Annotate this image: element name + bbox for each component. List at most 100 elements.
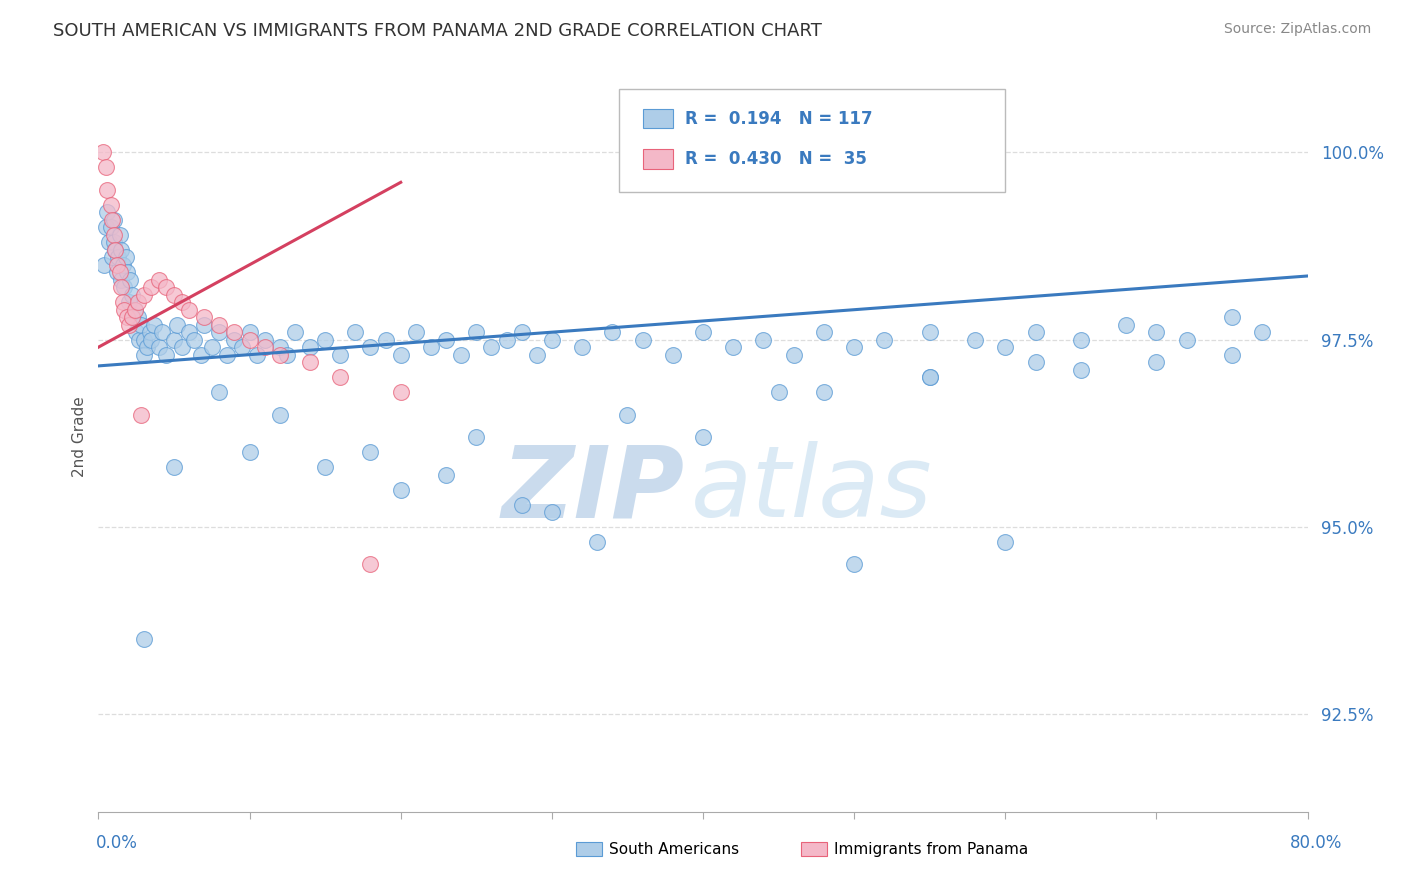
Point bbox=[692, 430, 714, 444]
Point bbox=[269, 348, 291, 362]
Point bbox=[141, 333, 163, 347]
Point bbox=[269, 408, 291, 422]
Point bbox=[132, 348, 155, 362]
Point bbox=[91, 145, 114, 160]
Text: Immigrants from Panama: Immigrants from Panama bbox=[834, 842, 1028, 856]
Point bbox=[111, 258, 134, 272]
Point bbox=[344, 325, 367, 339]
Point bbox=[94, 161, 117, 175]
Point bbox=[723, 340, 745, 354]
Point bbox=[1220, 348, 1243, 362]
Point bbox=[239, 333, 262, 347]
Point bbox=[201, 340, 224, 354]
Point bbox=[1024, 355, 1046, 369]
Point bbox=[1070, 362, 1092, 376]
Point bbox=[93, 258, 115, 272]
Point bbox=[193, 310, 215, 325]
Point bbox=[100, 198, 122, 212]
Point bbox=[224, 333, 246, 347]
Point bbox=[965, 333, 987, 347]
Point bbox=[1146, 325, 1168, 339]
Text: R =  0.194   N = 117: R = 0.194 N = 117 bbox=[685, 110, 872, 128]
Point bbox=[100, 220, 122, 235]
Point bbox=[692, 325, 714, 339]
Point bbox=[299, 355, 322, 369]
Point bbox=[125, 325, 148, 339]
Point bbox=[163, 287, 186, 301]
Point bbox=[510, 498, 533, 512]
Point bbox=[540, 505, 562, 519]
Point bbox=[96, 205, 118, 219]
Point bbox=[246, 348, 269, 362]
Point bbox=[135, 340, 157, 354]
Point bbox=[98, 235, 121, 250]
Point bbox=[314, 460, 336, 475]
Point bbox=[108, 265, 131, 279]
Point bbox=[110, 280, 132, 294]
Text: South Americans: South Americans bbox=[609, 842, 740, 856]
Point bbox=[170, 340, 193, 354]
Point bbox=[208, 318, 231, 332]
Point bbox=[329, 370, 352, 384]
Point bbox=[540, 333, 562, 347]
Point bbox=[179, 325, 201, 339]
Point bbox=[179, 302, 201, 317]
Point bbox=[314, 333, 336, 347]
Point bbox=[115, 265, 138, 279]
Point bbox=[844, 340, 866, 354]
Point bbox=[526, 348, 548, 362]
Point bbox=[284, 325, 307, 339]
Point bbox=[276, 348, 298, 362]
Point bbox=[132, 287, 155, 301]
Text: SOUTH AMERICAN VS IMMIGRANTS FROM PANAMA 2ND GRADE CORRELATION CHART: SOUTH AMERICAN VS IMMIGRANTS FROM PANAMA… bbox=[53, 22, 823, 40]
Point bbox=[495, 333, 517, 347]
Point bbox=[103, 235, 125, 250]
Point bbox=[224, 325, 246, 339]
Point bbox=[118, 295, 141, 310]
Point bbox=[481, 340, 503, 354]
Point bbox=[150, 325, 173, 339]
Point bbox=[253, 340, 276, 354]
Point bbox=[183, 333, 205, 347]
Point bbox=[122, 310, 145, 325]
Point bbox=[405, 325, 427, 339]
Point bbox=[360, 558, 382, 572]
Point bbox=[163, 333, 186, 347]
Point bbox=[112, 280, 135, 294]
Point bbox=[166, 318, 188, 332]
Point bbox=[269, 340, 291, 354]
Point bbox=[101, 212, 124, 227]
Point bbox=[434, 467, 457, 482]
Point bbox=[299, 340, 322, 354]
Point bbox=[129, 318, 152, 332]
Point bbox=[215, 348, 238, 362]
Point bbox=[143, 318, 166, 332]
Point bbox=[121, 287, 143, 301]
Text: ZIP: ZIP bbox=[502, 441, 685, 538]
Point bbox=[231, 340, 253, 354]
Point bbox=[465, 325, 488, 339]
Point bbox=[1115, 318, 1137, 332]
Point bbox=[155, 348, 177, 362]
Point bbox=[107, 250, 129, 264]
Point bbox=[631, 333, 654, 347]
Point bbox=[110, 273, 132, 287]
Point bbox=[844, 558, 866, 572]
Point bbox=[918, 325, 941, 339]
Point bbox=[389, 385, 412, 400]
Point bbox=[105, 265, 128, 279]
Point bbox=[239, 325, 262, 339]
Point bbox=[994, 340, 1017, 354]
Point bbox=[360, 340, 382, 354]
Point bbox=[110, 243, 132, 257]
Point bbox=[465, 430, 488, 444]
Point bbox=[1220, 310, 1243, 325]
Point bbox=[115, 310, 138, 325]
Text: 80.0%: 80.0% bbox=[1291, 834, 1343, 852]
Point bbox=[193, 318, 215, 332]
Point bbox=[112, 302, 135, 317]
Point bbox=[571, 340, 593, 354]
Point bbox=[768, 385, 790, 400]
Point bbox=[139, 325, 162, 339]
Point bbox=[360, 445, 382, 459]
